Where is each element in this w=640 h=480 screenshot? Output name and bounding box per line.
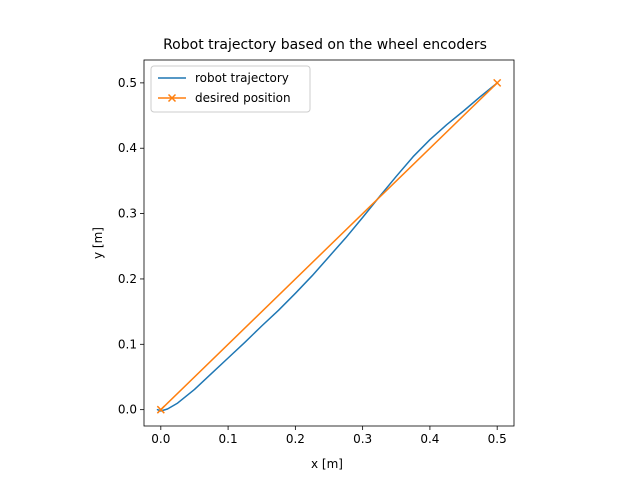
x-tick-label: 0.0: [151, 432, 170, 446]
x-tick-label: 0.5: [488, 432, 507, 446]
plot-area: 0.0 0.1 0.2 0.3 0.4 0.5 0.0 0.1 0.2 0.3 0.4 0.5: [118, 59, 515, 446]
x-tick-label: 0.4: [420, 432, 439, 446]
y-tick-label: 0.0: [118, 403, 137, 417]
y-tick-label: 0.4: [118, 141, 137, 155]
chart-title: Robot trajectory based on the wheel enco…: [163, 37, 487, 53]
x-tick-label: 0.2: [286, 432, 305, 446]
legend-label: robot trajectory: [195, 71, 289, 85]
x-tick-label: 0.3: [353, 432, 372, 446]
series-line-desired-position: [160, 82, 498, 411]
legend-label: desired position: [195, 91, 291, 105]
data-point-desired-position: [156, 405, 165, 414]
y-tick-label: 0.1: [118, 337, 137, 351]
y-axis-label: y [m]: [91, 227, 105, 259]
x-tick-label: 0.1: [219, 432, 238, 446]
x-axis-label: x [m]: [311, 457, 343, 471]
axes-frame: [143, 59, 515, 427]
legend-marker: [167, 93, 177, 103]
data-point-desired-position: [493, 78, 502, 87]
legend: robot trajectory desired position: [150, 65, 311, 113]
legend-box: [150, 65, 311, 113]
y-tick-label: 0.5: [118, 76, 137, 90]
series-line-robot-trajectory: [156, 82, 498, 412]
y-tick-label: 0.2: [118, 272, 137, 286]
y-tick-label: 0.3: [118, 207, 137, 221]
